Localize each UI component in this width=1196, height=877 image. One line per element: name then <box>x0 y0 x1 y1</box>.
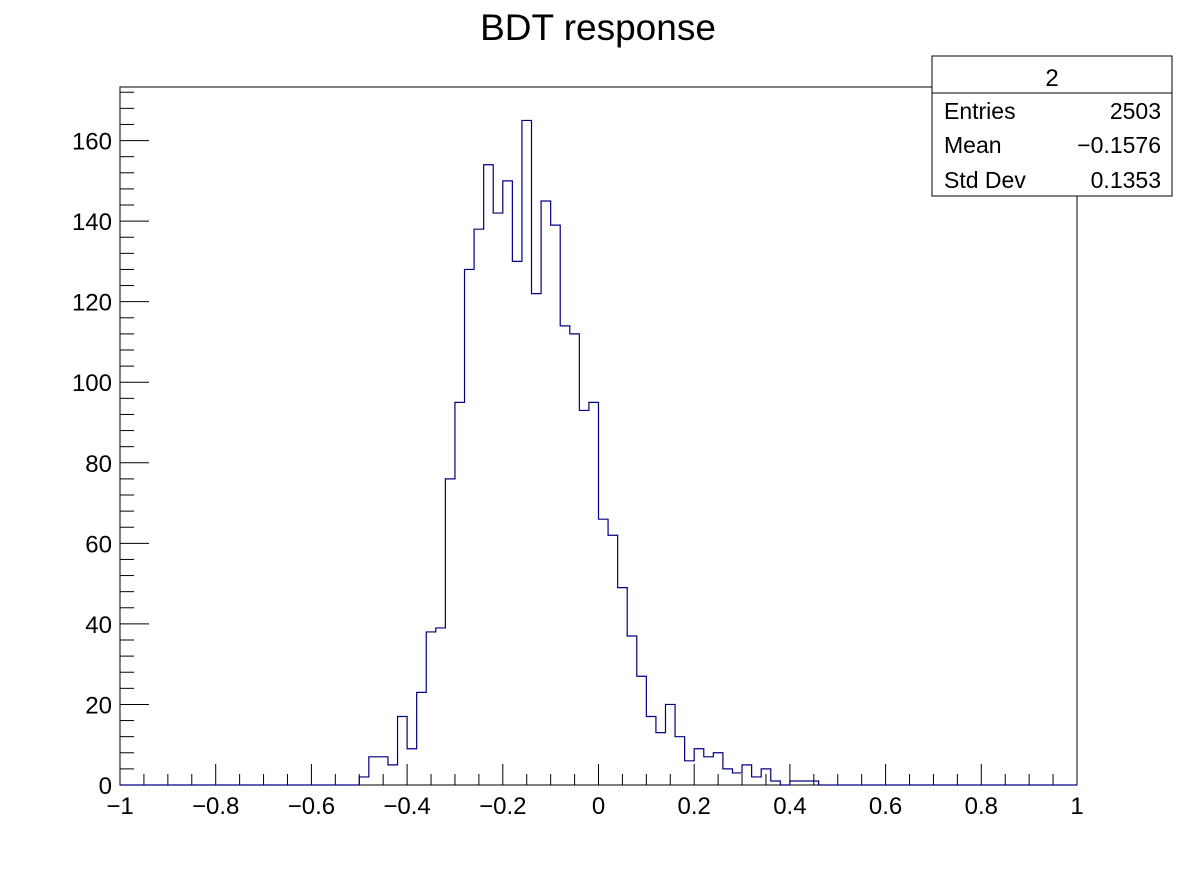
stats-mean-label: Mean <box>944 132 1002 158</box>
x-tick-label: 0.6 <box>869 793 902 820</box>
y-tick-label: 120 <box>72 290 112 317</box>
histogram-bin <box>436 628 446 785</box>
stats-box-title: 2 <box>1045 65 1058 92</box>
histogram-bin <box>685 761 695 785</box>
histogram-outline <box>120 119 1077 786</box>
histogram-bin <box>752 777 762 785</box>
histogram-bin <box>426 632 436 785</box>
histogram-bin <box>407 749 417 785</box>
histogram-bin <box>608 535 618 785</box>
y-tick-label: 80 <box>85 451 112 478</box>
histogram-bin <box>637 676 647 785</box>
stats-box-frame <box>931 55 1173 197</box>
stats-stddev-label: Std Dev <box>944 167 1026 193</box>
histogram-bin <box>398 717 408 785</box>
histogram-bin <box>503 181 513 785</box>
histogram-bin <box>589 402 599 785</box>
histogram-bin <box>532 294 542 785</box>
stats-mean-value: −0.1576 <box>1077 132 1161 158</box>
y-tick-label: 20 <box>85 692 112 719</box>
x-tick-label: −0.6 <box>288 793 335 820</box>
histogram-bin <box>474 229 484 785</box>
histogram-bin <box>541 201 551 785</box>
histogram-bin <box>656 733 666 785</box>
histogram-bin <box>790 781 800 785</box>
histogram-bin <box>522 120 532 785</box>
histogram-bin <box>665 704 675 785</box>
histogram-bin <box>771 781 781 785</box>
histogram-bin <box>512 261 522 785</box>
stats-box: 2 Entries 2503 Mean −0.1576 Std Dev 0.13… <box>931 55 1173 197</box>
histogram-bin <box>704 757 714 785</box>
histogram-bin <box>799 781 809 785</box>
histogram-bin <box>417 692 427 785</box>
histogram-bin <box>359 777 369 785</box>
x-tick-label: 0.2 <box>678 793 711 820</box>
histogram-bin <box>742 765 752 785</box>
x-tick-label: −0.8 <box>192 793 239 820</box>
x-tick-label: 0.8 <box>965 793 998 820</box>
histogram-bin <box>560 326 570 785</box>
y-axis-tick-labels: 0 20 40 60 80 100 120 140 160 <box>72 129 112 800</box>
y-axis-minor-ticks <box>120 91 134 770</box>
histogram-bins <box>359 120 818 785</box>
chart-title: BDT response <box>480 7 716 48</box>
stats-entries-label: Entries <box>944 98 1016 124</box>
histogram-bin <box>646 717 656 785</box>
x-tick-label: 0 <box>592 793 605 820</box>
histogram-bin <box>675 737 685 785</box>
y-tick-label: 0 <box>99 773 112 800</box>
y-tick-label: 40 <box>85 612 112 639</box>
x-tick-label: −0.2 <box>479 793 526 820</box>
y-tick-label: 160 <box>72 129 112 156</box>
histogram-bin <box>369 757 379 785</box>
histogram-bin <box>388 765 398 785</box>
histogram-bin <box>465 269 475 785</box>
histogram-bin <box>484 165 494 785</box>
x-axis-tick-labels: −1 −0.8 −0.6 −0.4 −0.2 0 0.2 0.4 0.6 0.8 1 <box>106 793 1083 820</box>
histogram-bin <box>570 334 580 785</box>
histogram-bin <box>493 213 503 785</box>
histogram-bin <box>694 749 704 785</box>
y-tick-label: 100 <box>72 370 112 397</box>
y-tick-label: 140 <box>72 209 112 236</box>
histogram-bin <box>579 410 589 785</box>
histogram-bin <box>445 479 455 785</box>
x-axis-major-ticks <box>119 764 1078 785</box>
x-tick-label: 1 <box>1070 793 1083 820</box>
histogram-bin <box>551 225 561 785</box>
stats-entries-value: 2503 <box>1110 98 1161 124</box>
histogram-bin <box>599 519 609 785</box>
histogram-bin <box>618 588 628 785</box>
y-tick-label: 60 <box>85 531 112 558</box>
histogram-bin <box>723 769 733 785</box>
histogram-bin <box>732 773 742 785</box>
histogram-bin <box>455 402 465 785</box>
stats-stddev-value: 0.1353 <box>1091 167 1161 193</box>
x-axis-minor-ticks <box>143 774 1054 785</box>
x-tick-label: −0.4 <box>383 793 430 820</box>
histogram-bin <box>627 636 637 785</box>
x-tick-label: −1 <box>106 793 133 820</box>
x-tick-label: 0.4 <box>773 793 806 820</box>
